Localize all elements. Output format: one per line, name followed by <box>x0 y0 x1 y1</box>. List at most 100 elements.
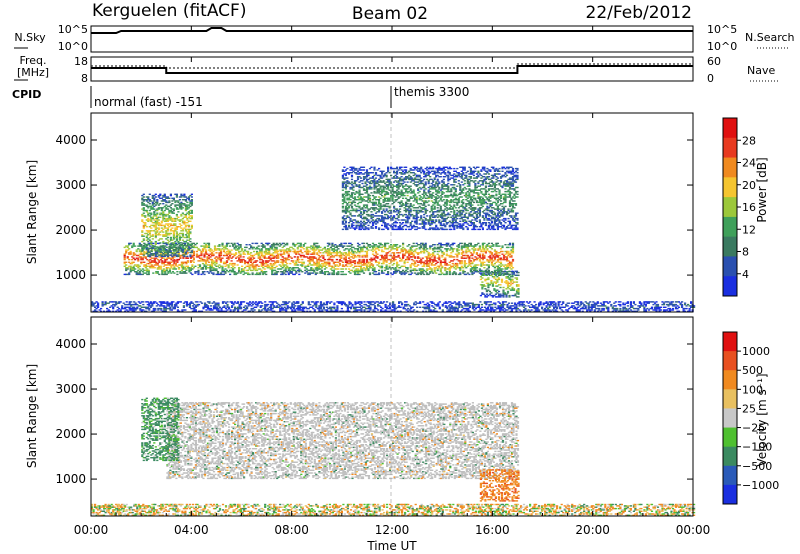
scatter-pixel <box>150 242 153 244</box>
scatter-pixel <box>126 246 129 249</box>
scatter-pixel <box>426 265 429 267</box>
scatter-pixel <box>365 211 369 213</box>
scatter-pixel <box>180 215 183 217</box>
scatter-pixel <box>144 216 147 218</box>
scatter-pixel <box>451 262 454 265</box>
scatter-pixel <box>381 224 384 227</box>
scatter-pixel <box>463 271 466 273</box>
scatter-pixel <box>310 248 313 250</box>
scatter-pixel <box>493 262 496 265</box>
scatter-pixel <box>391 223 394 225</box>
scatter-pixel <box>190 203 193 205</box>
scatter-pixel <box>184 200 187 202</box>
scatter-pixel <box>436 213 439 216</box>
scatter-pixel <box>489 254 492 257</box>
scatter-pixel <box>460 256 463 258</box>
scatter-pixel <box>147 272 150 274</box>
scatter-pixel <box>365 170 369 172</box>
scatter-pixel <box>359 172 363 174</box>
scatter-pixel <box>362 220 366 222</box>
scatter-pixel <box>169 223 172 225</box>
scatter-pixel <box>162 219 165 221</box>
scatter-pixel <box>305 271 308 273</box>
scatter-pixel <box>424 205 427 208</box>
scatter-pixel <box>177 258 180 261</box>
scatter-pixel <box>391 197 394 199</box>
scatter-pixel <box>471 261 474 263</box>
scatter-pixel <box>187 224 190 227</box>
scatter-pixel <box>411 246 414 249</box>
scatter-pixel <box>427 268 430 270</box>
scatter-pixel <box>274 246 277 249</box>
scatter-pixel <box>182 262 185 265</box>
scatter-pixel <box>238 260 241 262</box>
scatter-pixel <box>191 260 194 262</box>
scatter-pixel <box>260 261 263 263</box>
scatter-pixel <box>406 220 409 222</box>
scatter-pixel <box>244 272 247 274</box>
scatter-pixel <box>272 269 275 272</box>
scatter-pixel <box>184 240 187 243</box>
scatter-pixel <box>213 264 217 266</box>
scatter-pixel <box>438 254 441 257</box>
scatter-pixel <box>409 167 412 170</box>
scatter-pixel <box>353 260 357 262</box>
scatter-pixel <box>162 231 165 233</box>
scatter-pixel <box>424 184 427 186</box>
scatter-pixel <box>343 258 346 261</box>
scatter-pixel <box>295 244 298 246</box>
scatter-pixel <box>180 193 183 195</box>
scatter-pixel <box>403 272 406 274</box>
scatter-pixel <box>511 246 515 249</box>
scatter-pixel <box>356 261 360 263</box>
scatter-pixel <box>135 249 138 251</box>
scatter-pixel <box>219 253 223 255</box>
scatter-pixel <box>364 262 367 265</box>
scatter-pixel <box>356 178 360 181</box>
scatter-pixel <box>174 264 177 266</box>
scatter-pixel <box>371 199 375 201</box>
scatter-pixel <box>378 228 381 231</box>
scatter-pixel <box>409 176 412 178</box>
scatter-pixel <box>439 173 442 175</box>
scatter-pixel <box>499 257 503 259</box>
scatter-pixel <box>438 267 441 269</box>
scatter-pixel <box>436 250 439 253</box>
scatter-pixel <box>245 250 248 253</box>
scatter-pixel <box>332 261 335 263</box>
scatter-pixel <box>326 253 329 255</box>
scatter-pixel <box>302 245 305 247</box>
scatter-pixel <box>142 254 145 256</box>
scatter-pixel <box>430 209 433 212</box>
scatter-pixel <box>292 244 295 246</box>
scatter-pixel <box>140 253 143 255</box>
scatter-pixel <box>254 264 257 266</box>
scatter-pixel <box>429 261 432 263</box>
scatter-pixel <box>355 167 358 170</box>
scatter-pixel <box>154 215 157 217</box>
scatter-pixel <box>370 264 373 266</box>
scatter-pixel <box>402 226 405 228</box>
scatter-pixel <box>281 260 284 262</box>
scatter-pixel <box>365 189 369 191</box>
scatter-pixel <box>346 208 349 210</box>
scatter-pixel <box>271 271 274 273</box>
scatter-pixel <box>183 272 186 274</box>
scatter-pixel <box>206 242 209 245</box>
scatter-pixel <box>436 227 439 229</box>
scatter-pixel <box>328 265 331 267</box>
scatter-pixel <box>408 226 411 228</box>
scatter-pixel <box>292 273 295 276</box>
scatter-pixel <box>343 249 346 251</box>
scatter-pixel <box>194 272 197 274</box>
scatter-pixel <box>147 243 150 245</box>
scatter-pixel <box>304 250 307 253</box>
scatter-pixel <box>248 258 251 261</box>
scatter-pixel <box>332 269 335 272</box>
scatter-pixel <box>177 267 180 269</box>
scatter-pixel <box>454 272 457 274</box>
scatter-pixel <box>295 264 298 266</box>
scatter-pixel <box>256 273 259 276</box>
scatter-pixel <box>235 273 238 276</box>
scatter-pixel <box>168 240 171 243</box>
